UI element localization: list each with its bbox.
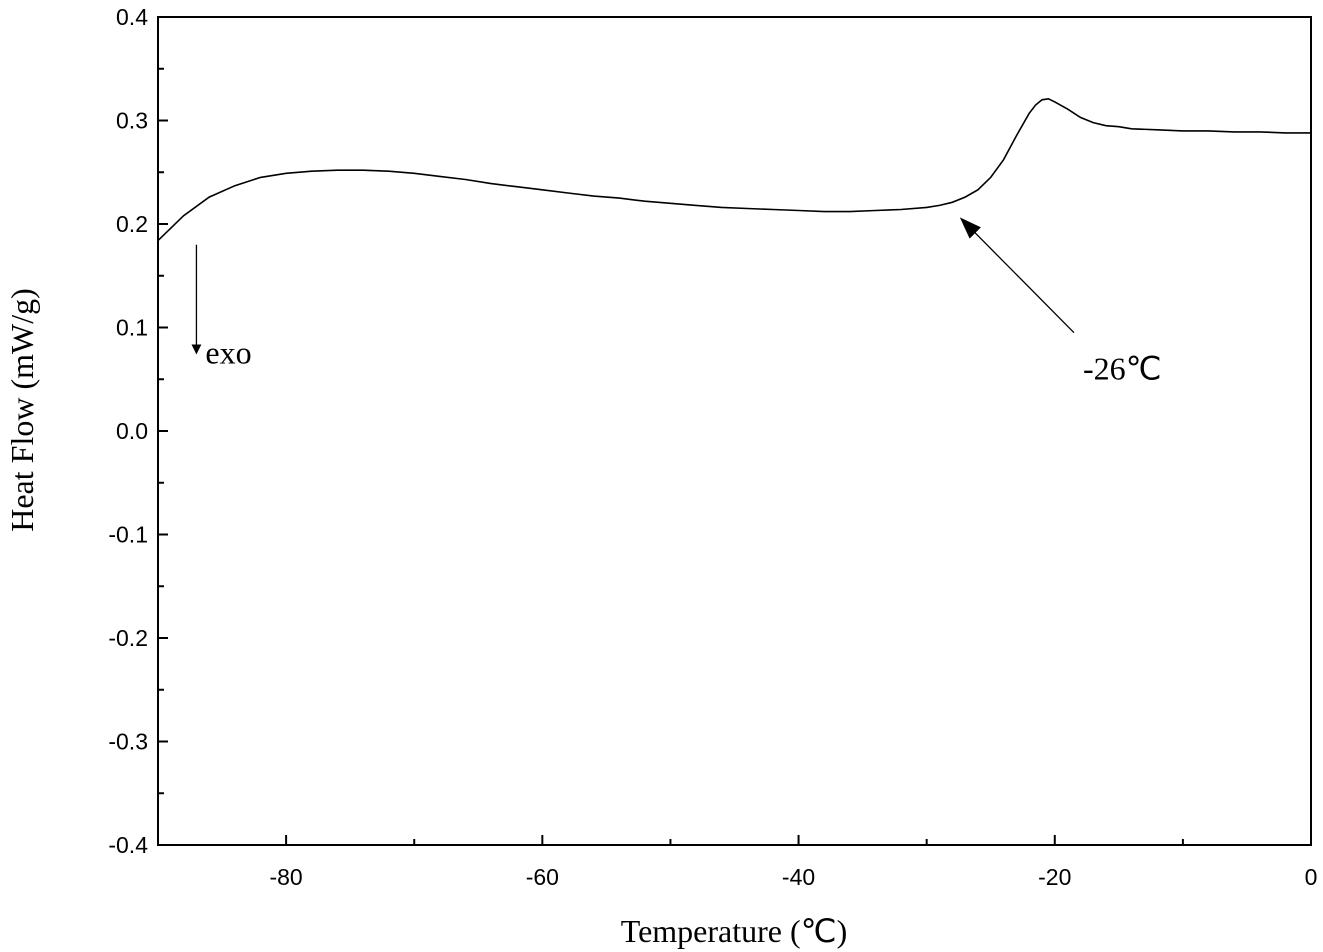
y-axis-title: Heat Flow (mW/g) xyxy=(4,288,40,532)
heat-flow-line xyxy=(157,97,1311,242)
y-tick-label: 0.4 xyxy=(116,4,148,30)
y-tick-label: -0.3 xyxy=(108,729,148,755)
x-tick-label: -40 xyxy=(782,864,815,890)
y-tick-label: -0.4 xyxy=(108,832,148,858)
y-tick-label: 0.2 xyxy=(116,211,148,237)
x-tick-label: 0 xyxy=(1305,864,1318,890)
x-tick-label: -60 xyxy=(526,864,559,890)
x-axis: -80 -60 -40 -20 0 xyxy=(157,835,1318,890)
annotation-arrow xyxy=(959,217,1075,334)
annotation-label: -26℃ xyxy=(1083,350,1162,386)
x-axis-title: Temperature (℃) xyxy=(621,913,847,949)
y-tick-label: -0.2 xyxy=(108,625,148,651)
y-tick-label: -0.1 xyxy=(108,522,148,548)
plot-frame xyxy=(157,16,1312,846)
y-axis: 0.4 0.3 0.2 0.1 0.0 -0.1 -0.2 -0.3 -0.4 xyxy=(108,4,168,858)
x-tick-label: -20 xyxy=(1038,864,1071,890)
y-tick-label: 0.1 xyxy=(116,315,148,341)
x-tick-label: -80 xyxy=(269,864,302,890)
annotations: exo -26℃ xyxy=(191,217,1162,386)
y-tick-label: 0.3 xyxy=(116,108,148,134)
y-tick-label: 0.0 xyxy=(116,418,148,444)
annotation-label: exo xyxy=(205,335,251,371)
